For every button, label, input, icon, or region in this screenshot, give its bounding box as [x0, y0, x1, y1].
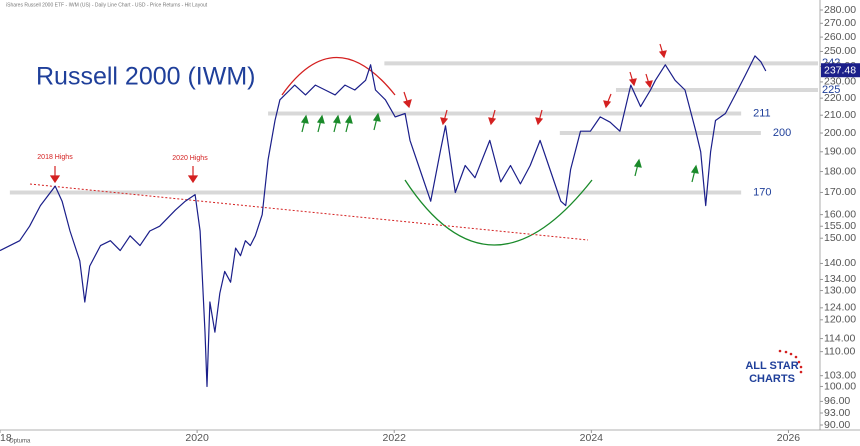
y-tick-label: 155.00: [824, 220, 856, 232]
y-tick-label: 180.00: [824, 165, 856, 177]
y-tick-label: 220.00: [824, 92, 856, 104]
green-arrows: [300, 112, 699, 183]
y-tick-label: 110.00: [824, 345, 855, 357]
y-tick-label: 90.00: [824, 419, 850, 431]
y-tick-label: 140.00: [824, 257, 856, 269]
level-label: 225: [822, 84, 840, 96]
x-tick-label: 2026: [777, 432, 801, 444]
x-tick-label: 2022: [383, 432, 407, 444]
annotation: 2020 Highs: [172, 155, 208, 162]
logo-text: CHARTS: [749, 373, 795, 385]
y-tick-label: 103.00: [824, 369, 856, 381]
y-tick-label: 134.00: [824, 273, 856, 285]
y-tick-label: 170.00: [824, 186, 856, 198]
plot: [0, 55, 767, 388]
levels: 242225211200170: [9, 57, 840, 198]
x-tick-label: 2020: [185, 432, 209, 444]
last-price-box: [821, 63, 860, 78]
trendline: [29, 183, 589, 241]
top-arc: [281, 57, 396, 96]
bottom-arc: [404, 179, 593, 246]
y-tick-label: 270.00: [824, 17, 856, 29]
y-tick-label: 190.00: [824, 146, 856, 158]
x-tick-label: 2024: [580, 432, 604, 444]
level-label: 211: [753, 107, 771, 119]
y-tick-label: 130.00: [824, 284, 856, 296]
last-price-label: 237.48: [824, 65, 856, 77]
y-tick-label: 200.00: [824, 127, 856, 139]
y-tick-label: 250.00: [824, 45, 856, 57]
y-tick-label: 260.00: [824, 31, 856, 43]
y-tick-label: 280.00: [824, 4, 856, 16]
red-arrows: [49, 43, 667, 184]
y-tick-label: 93.00: [824, 407, 850, 419]
y-tick-label: 100.00: [824, 380, 856, 392]
y-tick-label: 114.00: [824, 332, 855, 344]
source: Optuma: [9, 439, 31, 445]
y-tick-label: 150.00: [824, 232, 856, 244]
y-tick-label: 210.00: [824, 109, 856, 121]
y-tick-label: 124.00: [824, 302, 856, 314]
level-label: 200: [773, 127, 791, 139]
chart-title: Russell 2000 (IWM): [36, 63, 256, 91]
logo: ALL STAR CHARTS: [745, 349, 803, 385]
logo-text: ALL STAR: [745, 360, 798, 372]
chart-header: iShares Russell 2000 ETF - IWM (US) - Da…: [6, 2, 208, 8]
y-tick-label: 120.00: [824, 314, 856, 326]
level-label: 170: [753, 186, 771, 198]
y-tick-label: 96.00: [824, 395, 850, 407]
x-tick-label: 2018: [0, 432, 12, 444]
price-line: [0, 55, 767, 388]
annotation: 2018 Highs: [37, 154, 73, 161]
y-tick-label: 160.00: [824, 208, 856, 220]
y-tick-label: 230.00: [824, 76, 856, 88]
